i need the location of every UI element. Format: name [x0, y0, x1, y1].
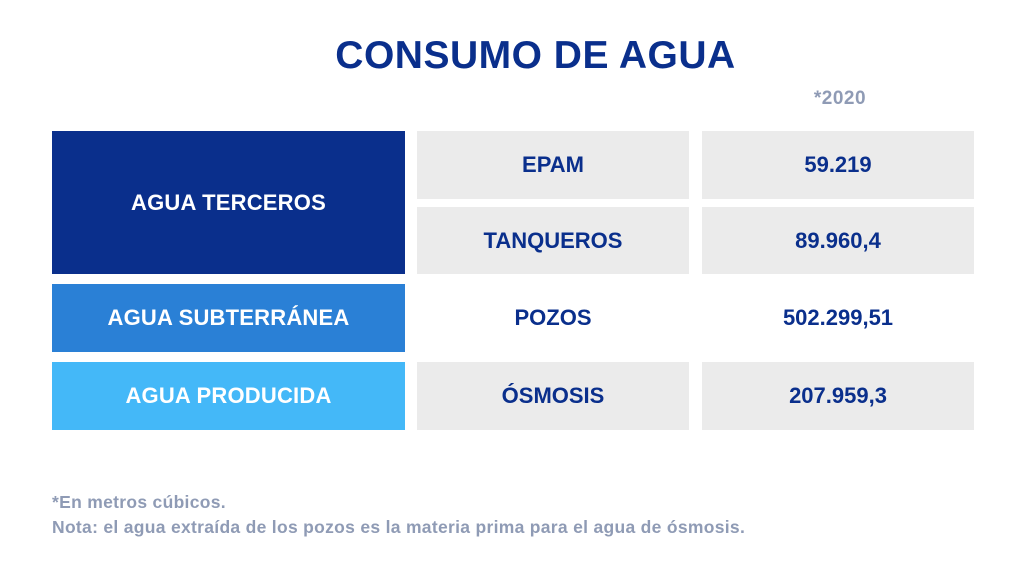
source-cell-pozos: POZOS — [514, 305, 592, 330]
category-agua-terceros: AGUA TERCEROS — [52, 131, 405, 274]
value-cell-tanqueros: 89.960,4 — [702, 207, 974, 274]
footnote-units: *En metros cúbicos. — [52, 492, 226, 512]
source-cell-tanqueros: TANQUEROS — [417, 207, 689, 274]
chart-title: CONSUMO DE AGUA — [335, 34, 736, 77]
value-cell-osmosis: 207.959,3 — [702, 362, 974, 430]
year-label: *2020 — [813, 88, 867, 109]
value-cell-pozos: 502.299,51 — [782, 305, 894, 330]
category-agua-producida: AGUA PRODUCIDA — [52, 362, 405, 430]
source-cell-osmosis: ÓSMOSIS — [417, 362, 689, 430]
value-cell-epam: 59.219 — [702, 131, 974, 199]
category-agua-subterranea: AGUA SUBTERRÁNEA — [52, 284, 405, 352]
footnote-explanation: Nota: el agua extraída de los pozos es l… — [52, 517, 746, 537]
source-cell-epam: EPAM — [417, 131, 689, 199]
